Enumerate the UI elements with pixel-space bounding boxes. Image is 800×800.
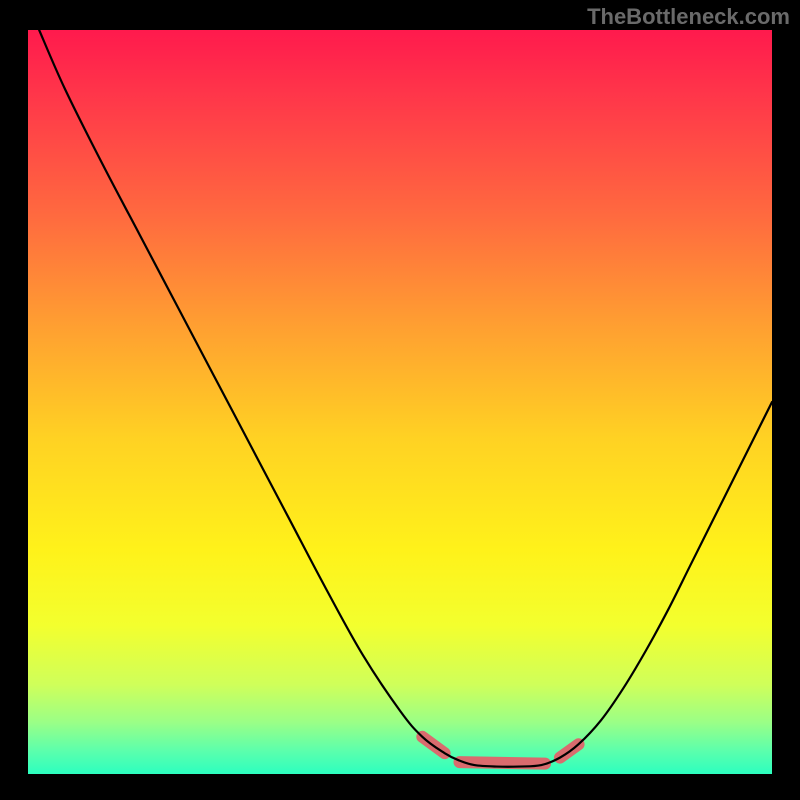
plot-area (28, 30, 772, 774)
chart-container: TheBottleneck.com (0, 0, 800, 800)
bottleneck-chart (28, 30, 772, 774)
gradient-background (28, 30, 772, 774)
watermark-text: TheBottleneck.com (587, 4, 790, 30)
